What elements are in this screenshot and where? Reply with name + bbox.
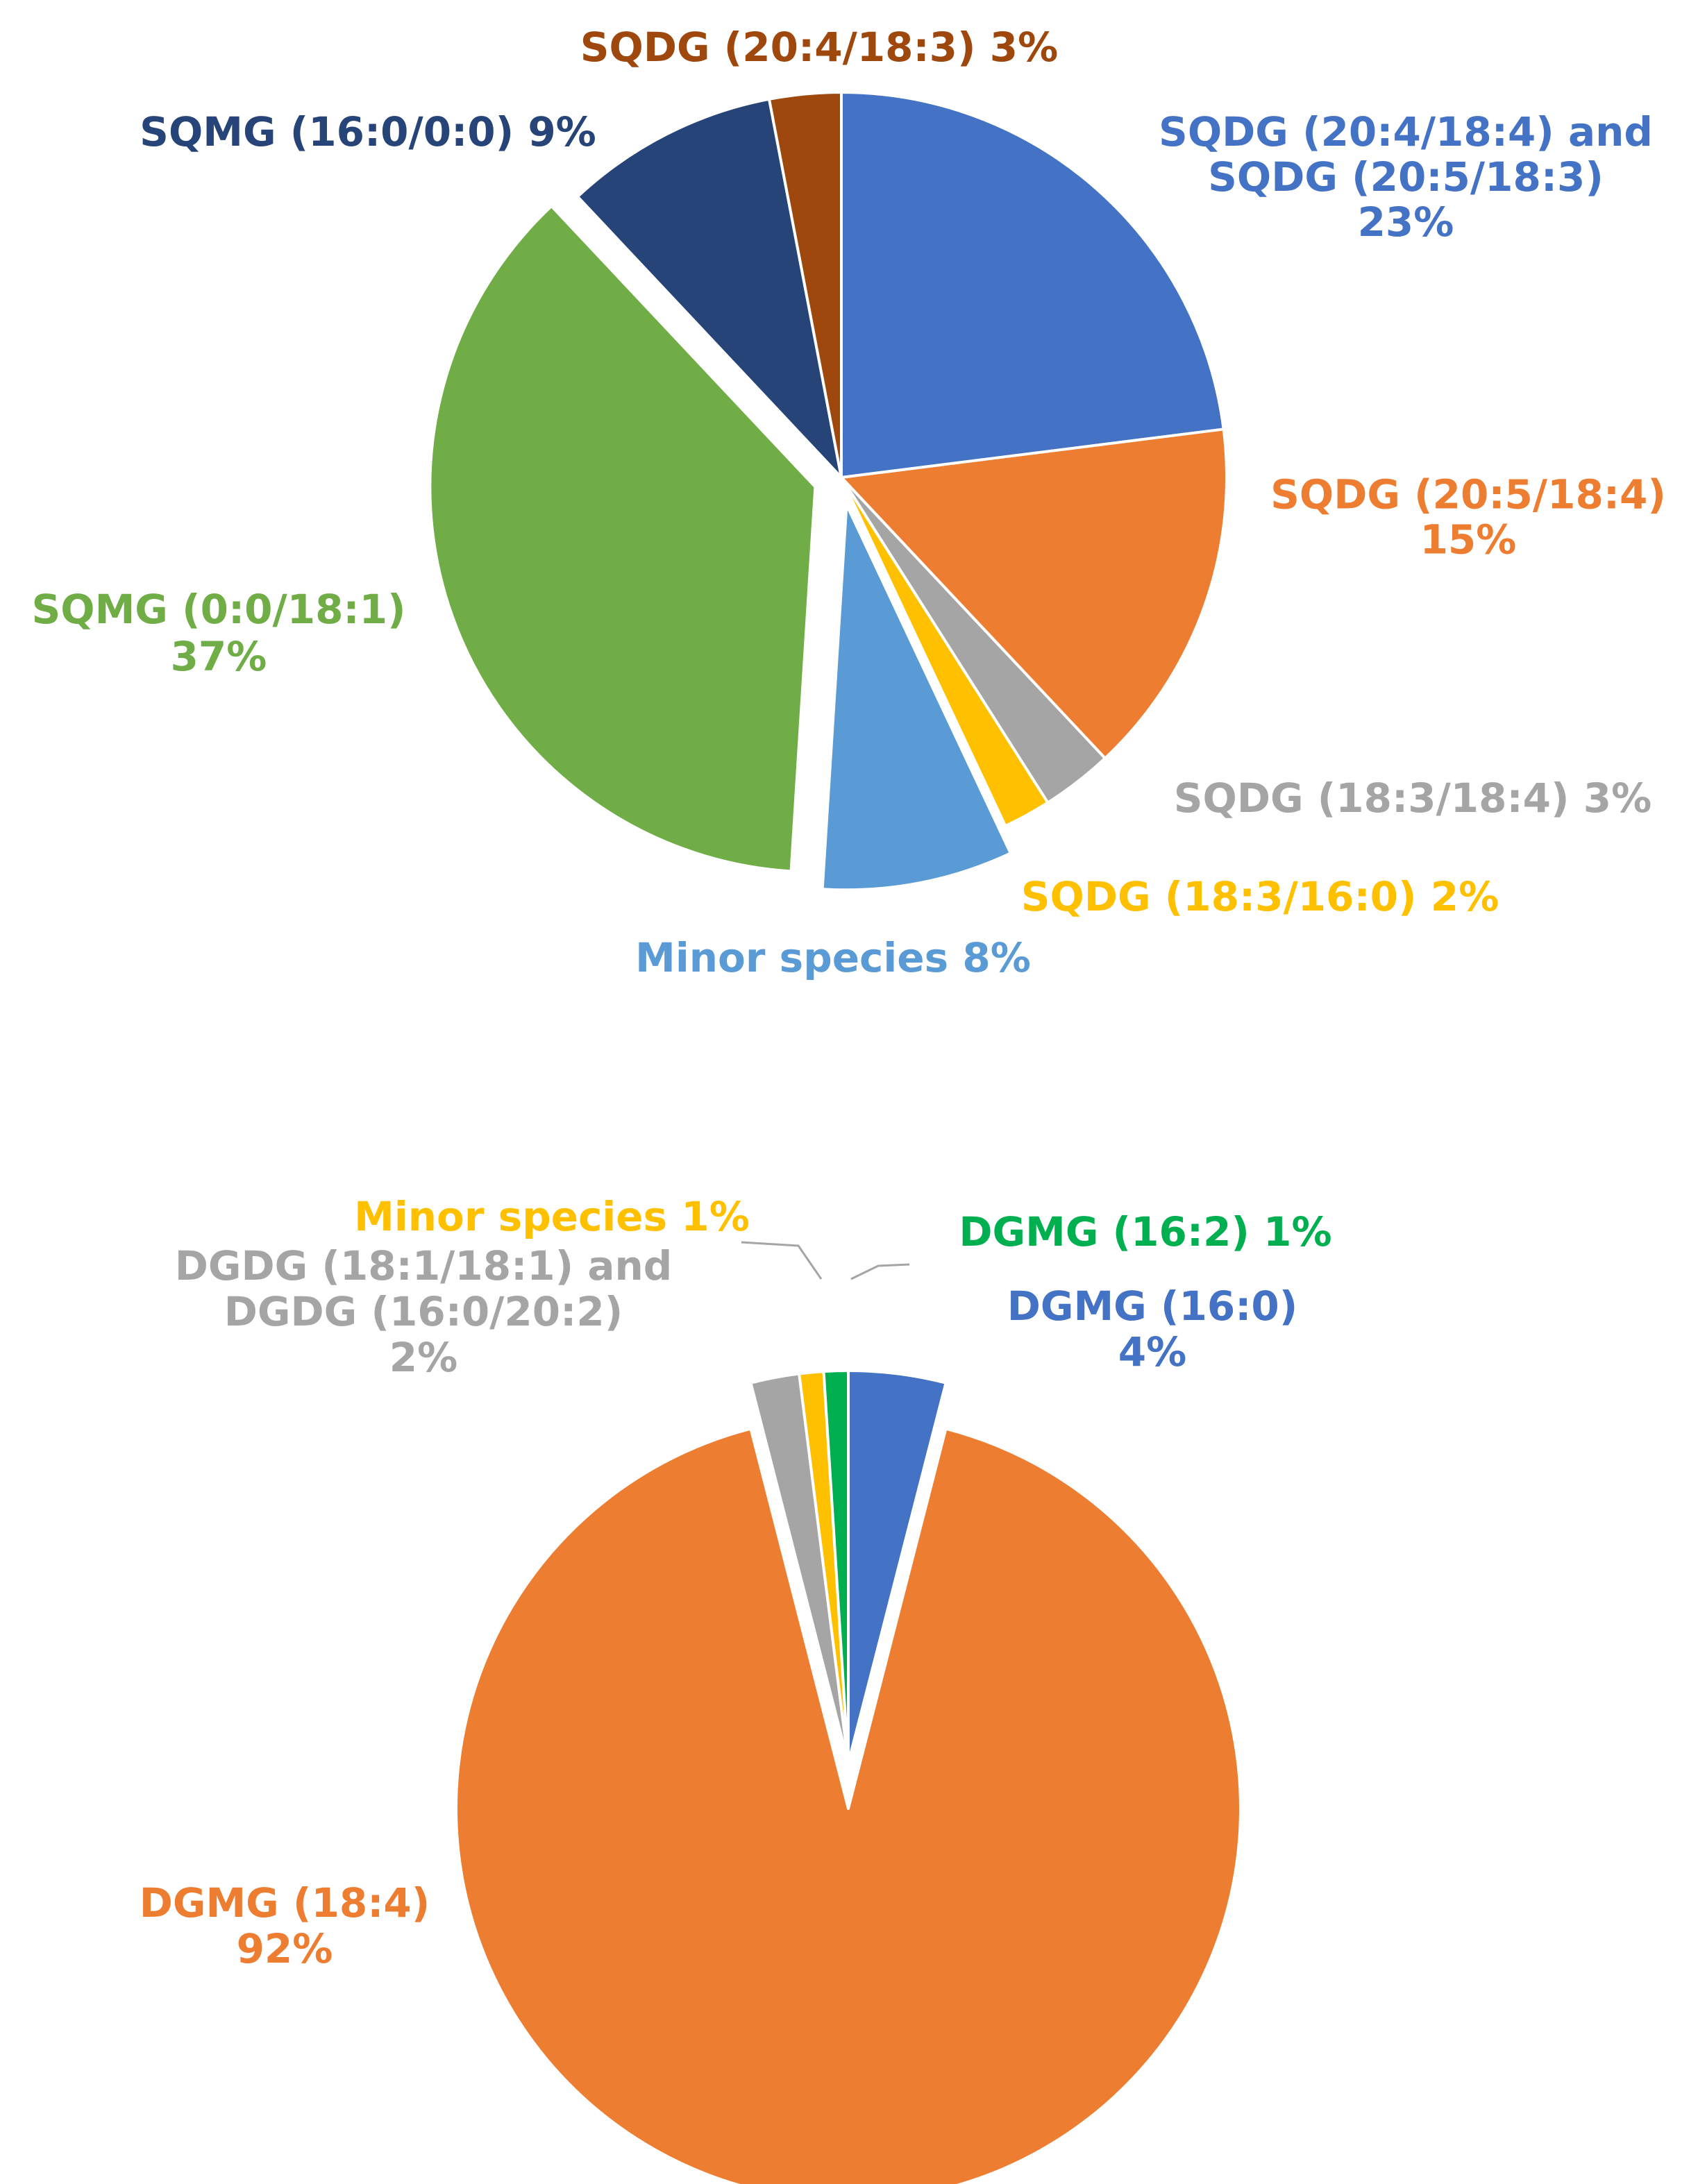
pie-slice-minor-species — [821, 503, 1012, 892]
pie-slice-sqmg-0-0-18-1 — [428, 204, 817, 873]
data-label-line: 2% — [389, 1334, 457, 1381]
data-label-line: 15% — [1420, 516, 1517, 564]
data-label-sqdg-18-3-16-0: SQDG (18:3/16:0) 2% — [1021, 873, 1499, 920]
data-label-sqmg-0-0-18-1: SQMG (0:0/18:1) 37% — [32, 586, 406, 680]
pie-slice-sqdg-18-3-16-0 — [840, 476, 1050, 828]
data-label-dgdg-18-1-18-1-and-dgdg-16-0-20-2: DGDG (18:1/18:1) and DGDG (16:0/20:2) 2% — [175, 1242, 673, 1381]
pie-slice-sqdg-20-4-18-4-and-sqdg-20-5-18-3 — [840, 91, 1225, 479]
data-label-line: 92% — [237, 1925, 333, 1972]
data-label-line: Minor species 1% — [354, 1193, 750, 1240]
data-label-line: SQDG (20:5/18:3) — [1208, 153, 1604, 201]
data-label-line: SQMG (16:0/0:0) 9% — [140, 108, 596, 155]
pie-slice-dgmg-16-2 — [822, 1369, 850, 1764]
data-label-line: SQDG (20:4/18:4) and — [1159, 108, 1653, 155]
data-label-line: 37% — [171, 633, 267, 680]
data-label-line: 23% — [1358, 198, 1454, 246]
data-label-line: DGMG (16:2) 1% — [959, 1208, 1331, 1255]
data-label-sqdg-20-4-18-4-and-sqdg-20-5-18-3: SQDG (20:4/18:4) and SQDG (20:5/18:3) 23% — [1159, 108, 1653, 246]
data-label-line: DGDG (18:1/18:1) and — [175, 1242, 673, 1289]
dgmg-dgdg-pie-chart: DGMG (16:0) 4% DGMG (18:4) 92% DGDG (18:1/18… — [140, 1193, 1332, 2184]
data-label-line: SQDG (20:5/18:4) — [1270, 471, 1666, 518]
data-label-line: Minor species 8% — [635, 934, 1031, 981]
data-label-sqdg-20-5-18-4: SQDG (20:5/18:4) 15% — [1270, 471, 1666, 564]
data-label-line: DGDG (16:0/20:2) — [224, 1288, 623, 1335]
pie-slice-dgmg-18-4 — [455, 1427, 1242, 2184]
data-label-line: SQMG (0:0/18:1) — [32, 586, 406, 633]
data-label-dgmg-16-0: DGMG (16:0) 4% — [1007, 1283, 1298, 1375]
data-label-line: DGMG (16:0) — [1007, 1283, 1298, 1330]
data-label-dgmg-18-4: DGMG (18:4) 92% — [140, 1879, 430, 1972]
data-label-line: SQDG (20:4/18:3) 3% — [580, 24, 1058, 71]
data-label-sqmg-16-0-0-0: SQMG (16:0/0:0) 9% — [140, 108, 596, 155]
leader-line-dgmg-16-2 — [850, 1263, 910, 1280]
data-label-sqdg-18-3-18-4: SQDG (18:3/18:4) 3% — [1174, 774, 1651, 822]
pie-slice-sqdg-20-5-18-4 — [840, 428, 1228, 760]
pie-slice-sqdg-20-4-18-3 — [768, 91, 843, 479]
data-label-line: SQDG (18:3/18:4) 3% — [1174, 774, 1651, 822]
data-label-line: DGMG (18:4) — [140, 1879, 430, 1927]
data-label-line: 4% — [1118, 1328, 1186, 1375]
data-label-minor-species: Minor species 8% — [635, 934, 1031, 981]
pie-slice-sqmg-16-0-0-0 — [576, 97, 843, 479]
data-label-sqdg-20-4-18-3: SQDG (20:4/18:3) 3% — [580, 24, 1058, 71]
data-label-minor-species: Minor species 1% — [354, 1193, 750, 1240]
leader-line-minor-species — [741, 1241, 823, 1280]
data-label-line: SQDG (18:3/16:0) 2% — [1021, 873, 1499, 920]
sqdg-sqmg-pie-chart: SQDG (20:4/18:4) and SQDG (20:5/18:3) 23%S… — [32, 24, 1666, 981]
data-label-dgmg-16-2: DGMG (16:2) 1% — [959, 1208, 1331, 1255]
